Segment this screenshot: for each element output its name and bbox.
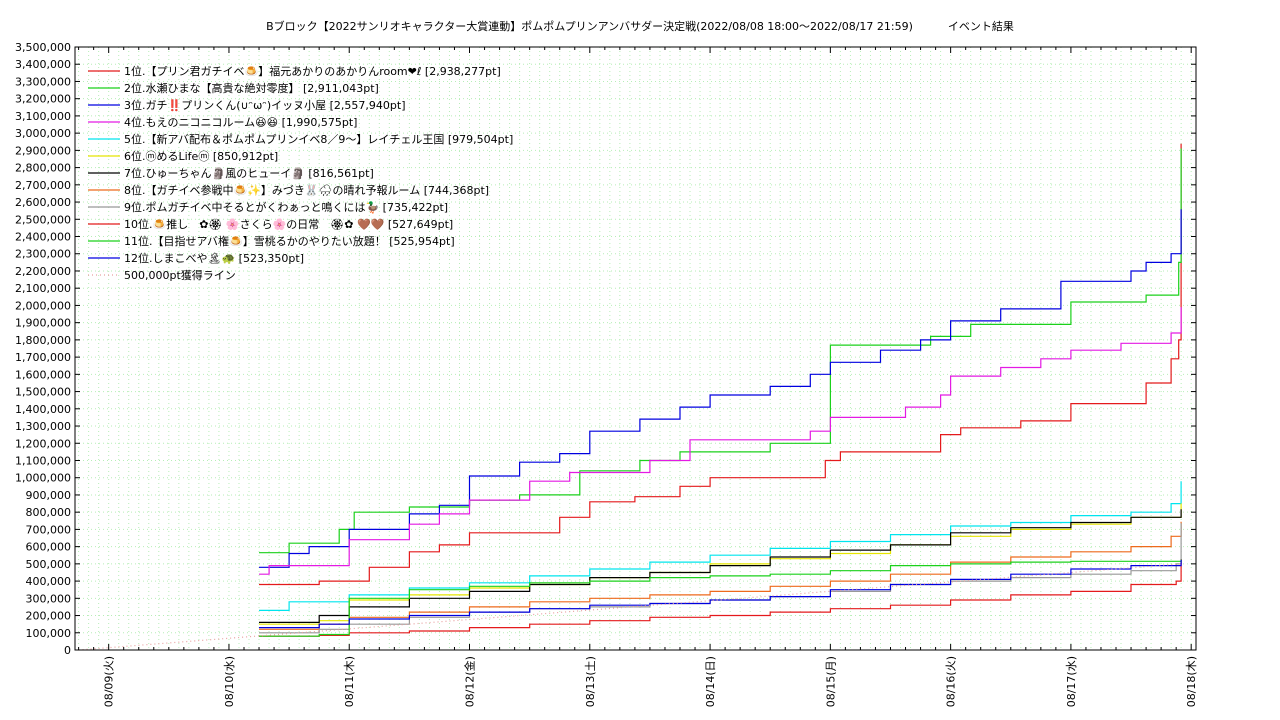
x-tick-label: 08/17(水) bbox=[1065, 656, 1078, 707]
x-tick-label: 08/13(土) bbox=[584, 656, 597, 707]
series-lines bbox=[78, 143, 1182, 651]
legend-entry: 500,000pt獲得ライン bbox=[124, 269, 236, 282]
series-line-8 bbox=[259, 521, 1182, 630]
y-tick-label: 500,000 bbox=[26, 558, 72, 571]
series-line-1 bbox=[259, 143, 1182, 586]
legend-entry: 3位.ガチ‼️プリンくん(∪ᵔωᵔ)イッヌ小屋 [2,557,940pt] bbox=[124, 98, 406, 112]
series-line-6 bbox=[259, 503, 1182, 625]
y-tick-label: 700,000 bbox=[26, 523, 72, 536]
y-tick-label: 2,200,000 bbox=[15, 265, 71, 278]
y-tick-label: 1,200,000 bbox=[15, 437, 71, 450]
grid bbox=[75, 46, 1196, 651]
x-tick-label: 08/09(火) bbox=[103, 656, 116, 707]
y-tick-label: 1,600,000 bbox=[15, 368, 71, 381]
y-tick-label: 100,000 bbox=[26, 627, 72, 640]
legend-entry: 1位.【プリン君ガチイベ🍮】福元あかりのあかりんroom❤︎ℓ [2,938,2… bbox=[124, 64, 501, 78]
x-tick-label: 08/12(金) bbox=[463, 656, 477, 707]
y-tick-label: 3,200,000 bbox=[15, 93, 71, 106]
legend: 1位.【プリン君ガチイベ🍮】福元あかりのあかりんroom❤︎ℓ [2,938,2… bbox=[88, 64, 513, 282]
x-tick-label: 08/18(木) bbox=[1185, 656, 1198, 707]
y-tick-label: 2,000,000 bbox=[15, 299, 71, 312]
series-line-7 bbox=[259, 509, 1182, 623]
y-tick-label: 2,100,000 bbox=[15, 282, 71, 295]
y-tick-label: 0 bbox=[64, 644, 71, 657]
legend-entry: 7位.ひゅーちゃん🗿風のヒューイ🗿 [816,561pt] bbox=[124, 166, 374, 180]
y-tick-label: 2,700,000 bbox=[15, 179, 71, 192]
y-tick-label: 3,400,000 bbox=[15, 58, 71, 71]
legend-entry: 4位.もえのニコニコルーム😆😆 [1,990,575pt] bbox=[124, 115, 357, 129]
y-tick-label: 2,500,000 bbox=[15, 213, 71, 226]
x-tick-label: 08/15(月) bbox=[824, 656, 837, 707]
series-line-4 bbox=[259, 307, 1182, 575]
y-tick-label: 2,300,000 bbox=[15, 248, 71, 261]
y-tick-label: 1,100,000 bbox=[15, 454, 71, 467]
y-tick-label: 1,300,000 bbox=[15, 420, 71, 433]
x-tick-label: 08/14(日) bbox=[704, 656, 717, 707]
y-tick-label: 800,000 bbox=[26, 506, 72, 519]
legend-entry: 6位.ⓜめるLifeⓜ [850,912pt] bbox=[124, 149, 278, 163]
legend-entry: 12位.しまこべや🏝🐢 [523,350pt] bbox=[124, 251, 304, 265]
x-tick-label: 08/16(火) bbox=[945, 656, 958, 707]
series-line-12 bbox=[259, 559, 1182, 629]
legend-entry: 5位.【新アバ配布＆ポムポムプリンイベ8／9〜】レイチェル王国 [979,504… bbox=[124, 132, 513, 146]
y-tick-label: 2,600,000 bbox=[15, 196, 71, 209]
series-line-3 bbox=[259, 209, 1182, 568]
x-tick-label: 08/11(木) bbox=[343, 656, 356, 707]
y-tick-label: 1,400,000 bbox=[15, 403, 71, 416]
y-tick-label: 3,100,000 bbox=[15, 110, 71, 123]
y-tick-label: 400,000 bbox=[26, 575, 72, 588]
series-line-13 bbox=[78, 563, 1182, 651]
y-tick-label: 1,500,000 bbox=[15, 386, 71, 399]
y-tick-label: 900,000 bbox=[26, 489, 72, 502]
y-tick-label: 2,900,000 bbox=[15, 144, 71, 157]
y-tick-label: 2,800,000 bbox=[15, 162, 71, 175]
x-tick-label: 08/10(水) bbox=[223, 656, 236, 707]
legend-entry: 9位.ポムガチイベ中そるとがくわぁっと鳴くには🦆 [735,422pt] bbox=[124, 200, 448, 214]
y-tick-label: 3,300,000 bbox=[15, 75, 71, 88]
y-tick-label: 600,000 bbox=[26, 541, 72, 554]
y-tick-label: 1,800,000 bbox=[15, 334, 71, 347]
y-tick-label: 2,400,000 bbox=[15, 231, 71, 244]
y-tick-label: 200,000 bbox=[26, 610, 72, 623]
plot-frame bbox=[74, 46, 1197, 651]
legend-entry: 8位.【ガチイベ参戦中🍮✨】みづき🐰🌧の晴れ予報ルーム [744,368pt] bbox=[124, 183, 489, 197]
chart-title: Bブロック【2022サンリオキャラクター大賞連動】ポムポムプリンアンバサダー決定… bbox=[266, 20, 1014, 33]
series-line-10 bbox=[259, 559, 1182, 637]
y-tick-label: 1,000,000 bbox=[15, 472, 71, 485]
y-tick-label: 300,000 bbox=[26, 592, 72, 605]
legend-entry: 2位.水瀬ひまな【高貴な絶対零度】 [2,911,043pt] bbox=[124, 81, 379, 95]
legend-entry: 11位.【目指せアバ権🍮】雪桃るかのやりたい放題！ [525,954pt] bbox=[124, 234, 455, 248]
y-tick-label: 1,900,000 bbox=[15, 317, 71, 330]
y-tick-label: 1,700,000 bbox=[15, 351, 71, 364]
series-line-11 bbox=[259, 559, 1182, 637]
y-tick-label: 3,000,000 bbox=[15, 127, 71, 140]
y-tick-label: 3,500,000 bbox=[15, 41, 71, 54]
legend-entry: 10位.🍮推し ✿🏵 🌸さくら🌸の日常 🏵✿ 🤎🤎 [527,649pt] bbox=[124, 217, 453, 231]
axes: 0 100,000 200,000 300,000 400,000 500,000 600,… bbox=[15, 41, 1198, 707]
